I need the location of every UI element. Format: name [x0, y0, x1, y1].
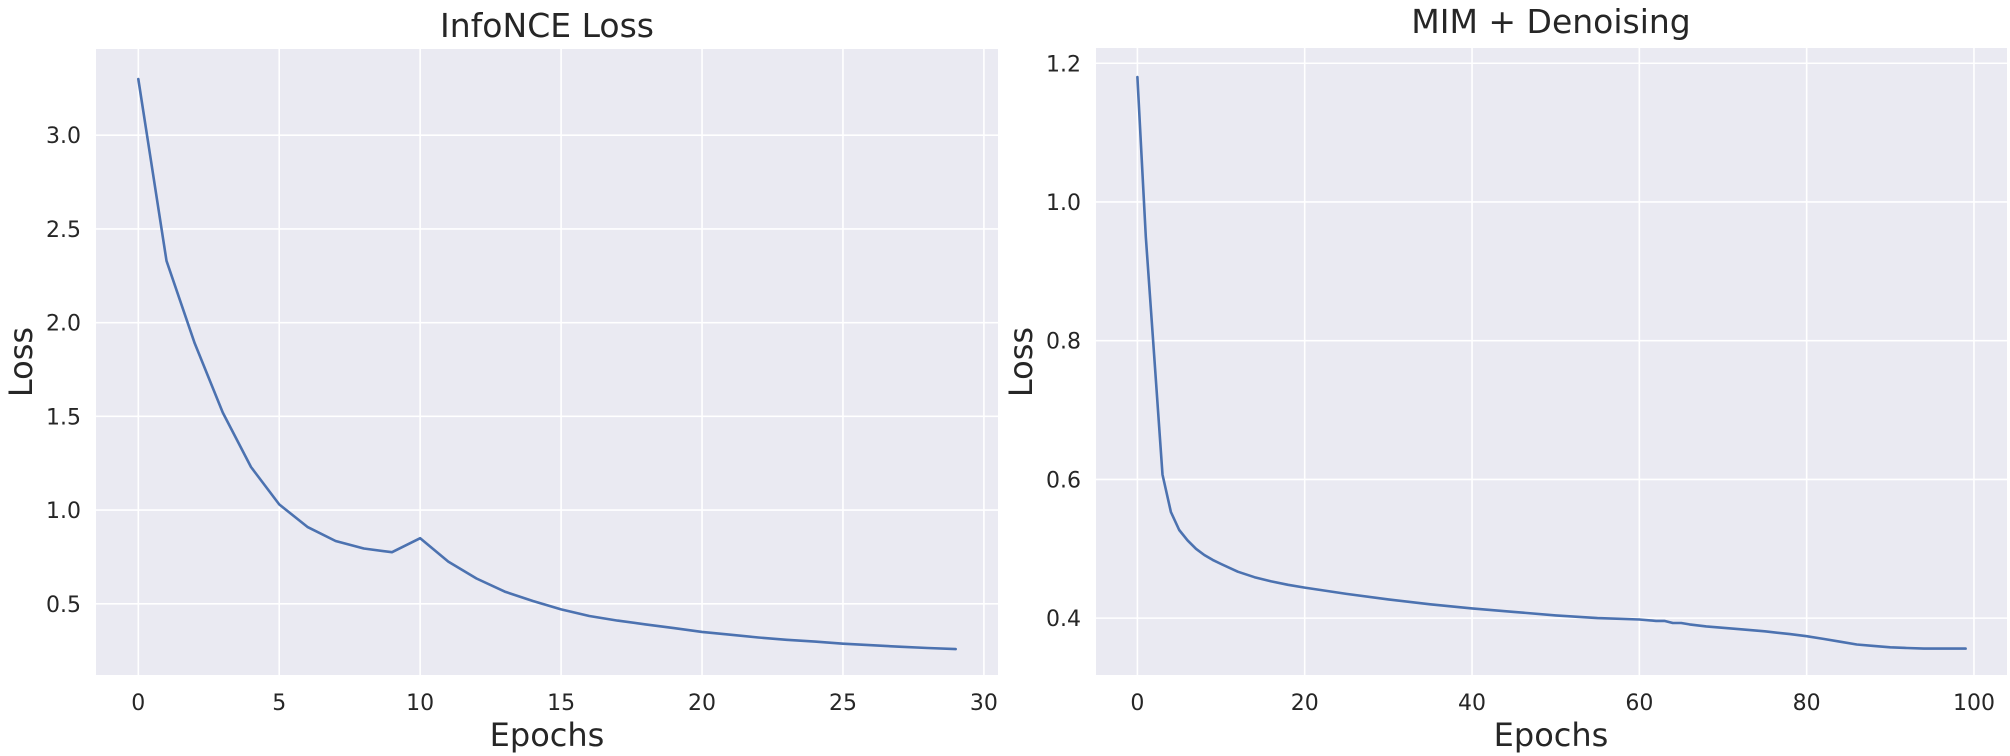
x-tick-label: 30	[970, 691, 998, 716]
infonce-loss-plot: 0 5 10 15 20 25 30 0.5 1.0 1.5 2.0 2.5 3.0 InfoNCE …	[2, 6, 998, 754]
x-tick-labels: 0 5 10 15 20 25 30	[131, 691, 998, 716]
y-tick-label: 0.8	[1046, 330, 1081, 355]
plot-area	[96, 49, 998, 675]
x-axis-label: Epochs	[1494, 716, 1609, 754]
x-grid	[137, 49, 985, 675]
y-tick-label: 1.0	[1046, 191, 1081, 216]
x-tick-label: 0	[131, 691, 145, 716]
x-tick-labels: 0 20 40 60 80 100	[1130, 691, 1995, 716]
y-tick-label: 0.4	[1046, 607, 1081, 632]
loss-line	[137, 77, 957, 651]
y-tick-label: 1.5	[46, 405, 81, 430]
x-grid	[1136, 48, 1975, 675]
y-tick-label: 1.2	[1046, 52, 1081, 77]
y-tick-label: 0.6	[1046, 468, 1081, 493]
y-axis-label: Loss	[1002, 327, 1040, 397]
x-tick-label: 20	[1291, 691, 1319, 716]
y-tick-label: 2.0	[46, 312, 81, 337]
x-tick-label: 15	[547, 691, 575, 716]
y-tick-label: 2.5	[46, 218, 81, 243]
y-tick-label: 1.0	[46, 499, 81, 524]
x-tick-label: 25	[829, 691, 857, 716]
y-tick-label: 3.0	[46, 124, 81, 149]
y-tick-label: 0.5	[46, 593, 81, 618]
x-tick-label: 40	[1458, 691, 1486, 716]
x-tick-label: 10	[406, 691, 434, 716]
chart-title: MIM + Denoising	[1411, 2, 1691, 41]
mim-denoising-plot: 0 20 40 60 80 100 0.4 0.6 0.8 1.0 1.2 MIM + Denoi…	[1002, 2, 2007, 754]
y-axis-label: Loss	[2, 327, 40, 397]
y-grid	[1096, 62, 2007, 619]
plot-area	[1096, 48, 2007, 675]
x-axis-label: Epochs	[490, 716, 605, 754]
y-tick-labels: 0.4 0.6 0.8 1.0 1.2	[1046, 52, 1081, 632]
x-tick-label: 20	[688, 691, 716, 716]
y-tick-labels: 0.5 1.0 1.5 2.0 2.5 3.0	[46, 124, 81, 618]
x-tick-label: 100	[1953, 691, 1995, 716]
x-tick-label: 60	[1625, 691, 1653, 716]
x-tick-label: 80	[1793, 691, 1821, 716]
x-tick-label: 0	[1130, 691, 1144, 716]
chart-title: InfoNCE Loss	[440, 6, 654, 45]
x-tick-label: 5	[272, 691, 286, 716]
loss-line	[1136, 75, 1967, 650]
y-grid	[96, 134, 998, 605]
